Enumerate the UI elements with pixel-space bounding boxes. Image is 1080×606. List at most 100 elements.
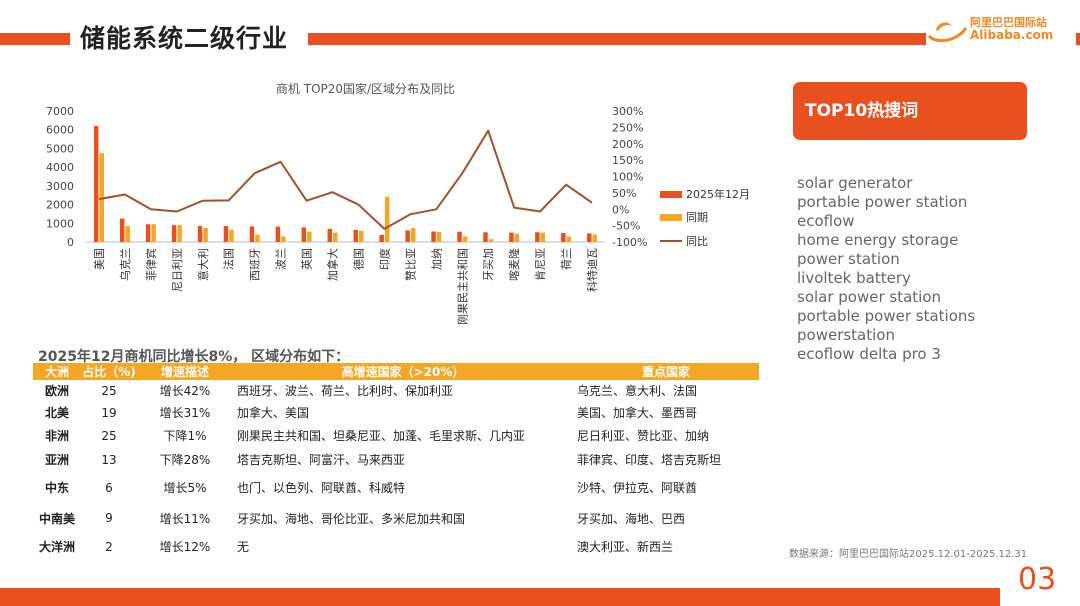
y-right-tick-label: 0% (612, 203, 629, 216)
bar-current (405, 230, 410, 242)
bar-current (353, 229, 358, 242)
col-header-high-growth: 高增速国家（>20%） (233, 363, 573, 380)
y-right-tick-label: 200% (612, 138, 643, 151)
bar-previous (255, 234, 260, 242)
cell-high-growth: 刚果民主共和国、坦桑尼亚、加蓬、毛里求斯、几内亚 (237, 429, 526, 443)
y-right-tick-label: 150% (612, 154, 643, 167)
cell-growth: 增长42% (159, 384, 211, 398)
cell-high-growth: 无 (237, 540, 250, 554)
x-tick-label: 牙买加 (482, 248, 495, 281)
summary-text: 2025年12月商机同比增长8%， 区域分布如下： (38, 349, 350, 365)
x-tick-label: 加纳 (430, 248, 443, 270)
bar-previous (151, 224, 156, 242)
hot-search-item: ecoflow delta pro 3 (797, 345, 941, 363)
legend-swatch-previous (660, 214, 682, 221)
bar-previous (358, 230, 364, 242)
header-bar-right (308, 33, 1080, 45)
cell-growth: 增长5% (163, 481, 207, 495)
cell-region: 中南美 (38, 511, 75, 526)
table-row: 大洋洲 2 增长12% 无 澳大利亚、新西兰 (33, 533, 759, 560)
hot-search-item: home energy storage (797, 231, 959, 249)
hot-search-item: power station (797, 250, 900, 268)
cell-key-countries: 沙特、伊拉克、阿联酋 (577, 481, 698, 495)
bar-current (327, 228, 333, 242)
cell-share: 25 (101, 428, 117, 443)
cell-region: 亚洲 (44, 453, 69, 467)
table-row: 中东 6 增长5% 也门、以色列、阿联酋、科威特 沙特、伊拉克、阿联酋 (33, 472, 759, 503)
legend-label-previous: 同期 (686, 211, 708, 224)
x-tick-label: 尼日利亚 (171, 248, 184, 292)
y-left-tick-label: 3000 (46, 180, 74, 193)
y-left-tick-label: 6000 (46, 124, 74, 137)
hot-search-header: TOP10热搜词 (793, 82, 1027, 140)
x-tick-label: 美国 (93, 248, 106, 270)
y-right-tick-label: -50% (612, 220, 640, 233)
cell-growth: 下降28% (159, 453, 211, 467)
bar-current (509, 232, 514, 242)
cell-high-growth: 加拿大、美国 (237, 406, 310, 420)
cell-key-countries: 牙买加、海地、巴西 (577, 511, 686, 526)
col-header-growth: 增速描述 (137, 363, 233, 380)
bar-previous (307, 231, 312, 242)
x-tick-label: 英国 (300, 248, 314, 270)
bar-current (93, 125, 99, 242)
table-row: 非洲 25 下降1% 刚果民主共和国、坦桑尼亚、加蓬、毛里求斯、几内亚 尼日利亚… (33, 424, 759, 447)
chart-title: 商机 TOP20国家/区域分布及同比 (276, 81, 455, 96)
x-tick-label: 喀麦隆 (507, 248, 521, 281)
cell-key-countries: 澳大利亚、新西兰 (577, 540, 674, 554)
cell-key-countries: 尼日利亚、赞比亚、加纳 (577, 429, 710, 443)
y-right-tick-label: -100% (612, 236, 647, 249)
x-tick-label: 科特迪瓦 (585, 248, 599, 292)
y-left-tick-label: 5000 (46, 142, 74, 155)
bar-previous (410, 227, 416, 242)
bar-previous (592, 234, 598, 242)
bar-current (457, 231, 462, 242)
legend-swatch-current (660, 191, 682, 198)
y-right-tick-label: 300% (612, 105, 643, 118)
y-right-tick-label: 100% (612, 171, 643, 184)
page-title: 储能系统二级行业 (80, 24, 289, 53)
bar-previous (125, 226, 130, 242)
y-left-tick-label: 4000 (46, 161, 74, 174)
hot-search-item: portable power station (797, 193, 968, 211)
table-header-row: 大洲 占比（%) 增速描述 高增速国家（>20%） 重点国家 (33, 363, 759, 380)
y-left-tick-label: 0 (67, 236, 74, 249)
bar-current (379, 234, 384, 242)
bar-previous (384, 196, 390, 242)
cell-key-countries: 菲律宾、印度、塔吉克斯坦 (577, 453, 722, 467)
bar-previous (177, 225, 182, 242)
cell-share: 9 (105, 511, 113, 525)
cell-high-growth: 塔吉克斯坦、阿富汗、马来西亚 (237, 453, 406, 467)
bar-current (431, 231, 436, 242)
table-row: 欧洲 25 增长42% 西班牙、波兰、荷兰、比利时、保加利亚 乌克兰、意大利、法… (33, 380, 759, 401)
cell-high-growth: 也门、以色列、阿联酋、科威特 (237, 481, 406, 495)
logo-text-en: Alibaba.com (970, 28, 1054, 42)
table-row: 北美 19 增长31% 加拿大、美国 美国、加拿大、墨西哥 (33, 401, 759, 424)
cell-growth: 增长31% (159, 406, 211, 420)
cell-growth: 增长11% (159, 511, 211, 526)
legend-label-yoy: 同比 (686, 235, 708, 248)
bar-current (561, 233, 566, 242)
col-header-region: 大洲 (33, 363, 81, 380)
y-left-tick-label: 7000 (46, 105, 74, 118)
legend-label-current: 2025年12月 (686, 187, 750, 201)
alibaba-swoosh-icon (927, 22, 968, 43)
bar-previous (436, 232, 442, 242)
bar-previous (540, 232, 546, 242)
x-tick-label: 意大利 (196, 248, 210, 281)
alibaba-logo: 阿里巴巴国际站 Alibaba.com (926, 12, 1076, 46)
header-bar-left (0, 33, 70, 45)
bar-current (171, 225, 177, 242)
region-table: 大洲 占比（%) 增速描述 高增速国家（>20%） 重点国家 欧洲 25 增长4… (33, 363, 759, 560)
col-header-share: 占比（%) (81, 363, 137, 380)
cell-growth: 下降1% (163, 429, 207, 443)
top20-country-chart: 商机 TOP20国家/区域分布及同比 0 1000 2000 3000 4000 5000 6… (46, 81, 750, 325)
x-tick-label: 印度 (377, 248, 391, 270)
hot-search-item: solar generator (797, 174, 913, 192)
y-left-tick-label: 2000 (46, 199, 74, 212)
cell-share: 19 (101, 405, 117, 420)
bar-previous (566, 236, 572, 242)
x-tick-label: 波兰 (275, 248, 288, 270)
bar-current (197, 226, 203, 242)
x-tick-label: 刚果民主共和国 (456, 248, 469, 325)
